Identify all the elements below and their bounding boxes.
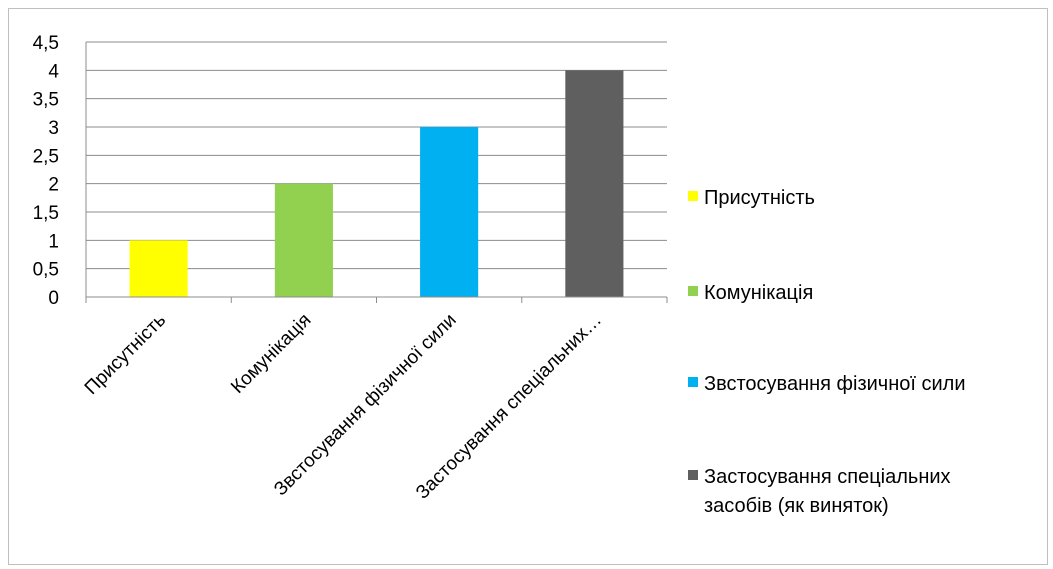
legend-swatch-physical-force	[688, 377, 698, 387]
y-tick-label: 2,5	[33, 146, 59, 167]
y-tick-label: 4	[48, 61, 59, 82]
legend-item-communication: Комунікація	[688, 279, 1024, 308]
y-tick-label: 1,5	[33, 203, 59, 224]
y-tick-label: 4,5	[33, 33, 59, 54]
legend-label-physical-force: Звстосування фізичної сили	[704, 373, 966, 395]
legend-label-presence: Присутність	[704, 187, 815, 209]
y-tick-label: 0	[48, 288, 59, 309]
x-category-label: Присутність	[81, 310, 170, 399]
legend-item-special-means: Застосування спеціальних засобів (як вин…	[688, 463, 1024, 521]
legend-item-physical-force: Звстосування фізичної сили	[688, 370, 1024, 399]
y-tick-label: 2	[48, 175, 59, 196]
bar-4	[565, 70, 624, 297]
y-tick-label: 3,5	[33, 90, 59, 111]
bar-1	[129, 240, 188, 297]
legend-label-communication: Комунікація	[704, 282, 814, 304]
legend-swatch-communication	[688, 286, 698, 296]
y-tick-label: 3	[48, 118, 59, 139]
legend-item-presence: Присутність	[688, 184, 1024, 213]
bar-2	[274, 183, 333, 297]
bar-3	[420, 127, 479, 297]
legend-swatch-special-means	[688, 470, 698, 480]
y-tick-label: 0,5	[33, 260, 59, 281]
y-tick-label: 1	[48, 231, 59, 252]
legend-swatch-presence	[688, 191, 698, 201]
legend-label-special-means: Застосування спеціальних засобів (як вин…	[704, 466, 951, 517]
x-category-label: Комунікація	[227, 310, 315, 398]
